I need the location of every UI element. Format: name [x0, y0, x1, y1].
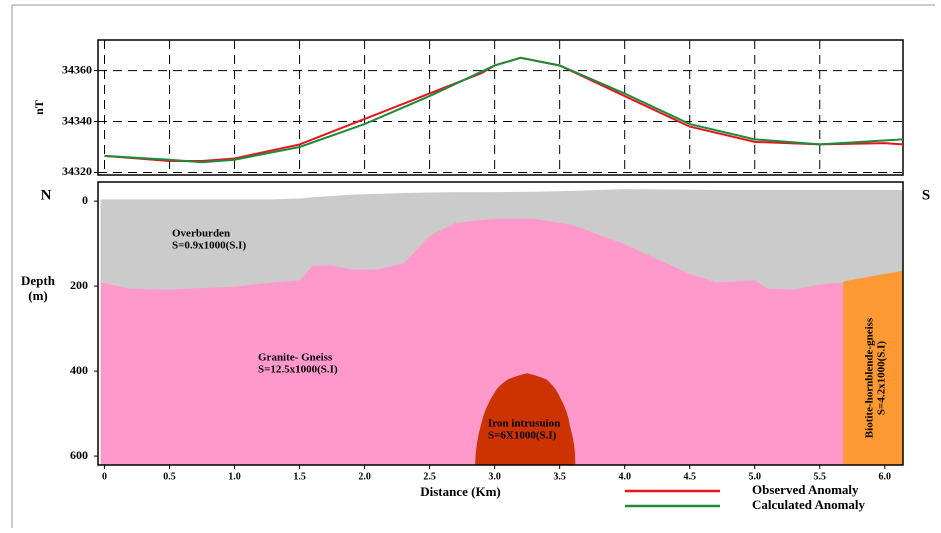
x-tick-label: 5.5	[814, 471, 827, 482]
y-tick-label: 0	[82, 193, 88, 207]
x-axis-label: Distance (Km)	[420, 484, 501, 499]
figure: 34320 34340 34360 nT Observed AnomalyCalcula…	[0, 0, 941, 533]
x-tick-label: 4.5	[683, 471, 696, 482]
x-tick-label: 3.5	[553, 471, 566, 482]
x-tick-label: 6.0	[879, 471, 892, 482]
layer-name: Overburden	[172, 228, 230, 240]
x-tick-label: 0.5	[163, 471, 176, 482]
y-tick-label: 34360	[62, 62, 92, 76]
layer-name: Granite- Gneiss	[258, 352, 333, 364]
x-tick-label: 5.0	[748, 471, 761, 482]
y-axis-label: (m)	[28, 288, 48, 303]
y-tick-label: 400	[70, 363, 88, 377]
layer-susceptibility: S=12.5x1000(S.I)	[258, 364, 338, 376]
anomaly-line	[105, 58, 903, 162]
x-tick-label: 0	[102, 471, 107, 482]
layer-name: Biotite-hornblende-gneiss	[864, 317, 876, 438]
layer-susceptibility: S=4.2x1000(S.I)	[876, 341, 888, 415]
x-tick-label: 3.0	[488, 471, 501, 482]
layer-susceptibility: S=6X1000(S.I)	[488, 430, 557, 442]
page: {"chart_data": [ {"type": "line", "ylabe…	[0, 0, 941, 533]
x-tick-label: 1.0	[228, 471, 241, 482]
legend-label: Calculated Anomaly	[752, 497, 866, 512]
y-tick-label: 200	[70, 278, 88, 292]
plot-frame	[98, 40, 903, 175]
direction-label: S	[922, 187, 930, 203]
anomaly-line	[105, 58, 903, 161]
x-tick-label: 2.5	[423, 471, 436, 482]
x-tick-label: 1.5	[293, 471, 306, 482]
layer-name: Iron intrusuion	[488, 418, 560, 430]
x-tick-label: 2.0	[358, 471, 371, 482]
legend-label: Observed Anomaly	[752, 482, 859, 497]
y-tick-label: 34340	[62, 113, 92, 127]
x-tick-label: 4.0	[618, 471, 631, 482]
y-tick-label: 34320	[62, 164, 92, 178]
y-tick-label: 600	[70, 448, 88, 462]
y-axis-label: Depth	[21, 273, 56, 288]
y-axis-label: nT	[32, 100, 46, 115]
layer-susceptibility: S=0.9x1000(S.I)	[172, 240, 246, 252]
direction-label: N	[41, 187, 52, 203]
